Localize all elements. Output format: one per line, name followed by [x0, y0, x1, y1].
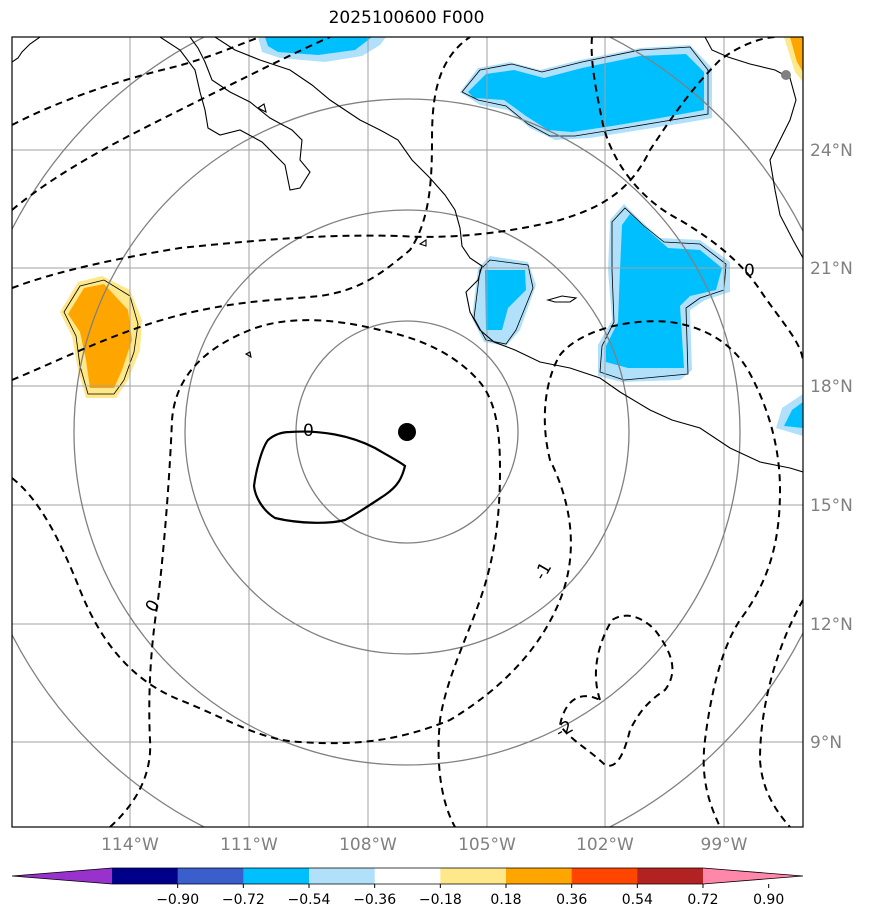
contour-line [109, 319, 502, 827]
colorbar-label: −0.54 [288, 892, 331, 908]
map-frame [11, 36, 804, 828]
colorbar-label: 0.90 [753, 892, 784, 908]
colorbar-segment [243, 868, 310, 884]
lon-label: 108°W [339, 835, 397, 855]
island-2 [418, 238, 427, 247]
contour-line [12, 320, 782, 827]
lon-labels: 114°W 111°W 108°W 105°W 102°W 99°W [101, 835, 748, 855]
station-marker [781, 70, 791, 80]
shade-orange [68, 284, 132, 388]
lat-label: 24°N [810, 141, 853, 161]
contour-line [12, 37, 331, 211]
range-rings [12, 37, 803, 827]
shaded-field [60, 37, 803, 436]
colorbar-segment [177, 868, 244, 884]
lon-label: 99°W [701, 835, 748, 855]
shade-outline [63, 46, 727, 395]
colorbar-label: −0.90 [156, 892, 199, 908]
island-3 [244, 351, 252, 359]
contour-line [558, 614, 674, 767]
contour-line [758, 599, 803, 827]
shade-cyan [784, 402, 803, 428]
storm-center-marker [398, 423, 416, 441]
coastline-baja-west [12, 37, 41, 63]
shade-cyan [265, 37, 372, 55]
contour-label: 0 [303, 421, 314, 441]
contour-line [12, 37, 261, 126]
range-ring-2 [184, 209, 630, 655]
lat-label: 12°N [810, 615, 853, 635]
shade-orange [790, 37, 803, 72]
lat-label: 21°N [810, 259, 853, 279]
colorbar-extend-high [703, 868, 803, 884]
colorbar-extend-low [12, 868, 112, 884]
coastline-baja-east [159, 37, 311, 191]
contour-zero-solid [252, 430, 407, 524]
colorbar-label: −0.18 [419, 892, 462, 908]
colorbar-label: 0.72 [687, 892, 718, 908]
plot-title: 2025100600 F000 [328, 8, 485, 28]
shade-cyan [485, 270, 526, 330]
gridlines [12, 37, 803, 827]
lat-label: 18°N [810, 377, 853, 397]
colorbar-segment [309, 868, 376, 884]
island-1 [545, 295, 578, 303]
island-4 [256, 103, 267, 114]
colorbar-label: 0.18 [490, 892, 521, 908]
colorbar-segment [571, 868, 638, 884]
colorbar-segment [506, 868, 573, 884]
colorbar-label: 0.36 [556, 892, 587, 908]
lat-labels: 24°N 21°N 18°N 15°N 12°N 9°N [810, 141, 853, 753]
coastline-gulf-east [704, 37, 803, 259]
colorbar-label: 0.54 [622, 892, 653, 908]
lon-label: 102°W [576, 835, 634, 855]
range-ring-4 [12, 37, 803, 827]
colorbar-segment [112, 868, 179, 884]
lon-label: 105°W [458, 835, 516, 855]
colorbar-segment [440, 868, 507, 884]
colorbar-label: −0.72 [222, 892, 265, 908]
coastline-mainland [214, 37, 803, 473]
contour-label: 0 [142, 596, 165, 615]
colorbar-outline [11, 867, 804, 885]
contour-line [12, 37, 471, 381]
lon-label: 111°W [220, 835, 278, 855]
lat-label: 9°N [810, 733, 842, 753]
colorbar-segment [374, 868, 441, 884]
range-ring-3 [73, 98, 741, 766]
colorbar: −0.90 −0.72 −0.54 −0.36 −0.18 0.18 0.36 0.54 0.7… [11, 867, 804, 908]
shade-cyan [606, 214, 722, 368]
contour-label: 0 [744, 261, 755, 281]
lat-label: 15°N [810, 496, 853, 516]
contour-line [590, 37, 803, 361]
lon-label: 114°W [101, 835, 159, 855]
contour-label: -1 [530, 559, 556, 584]
dashed-contours [12, 37, 803, 827]
shade-cyan [468, 54, 704, 132]
colorbar-label: −0.36 [353, 892, 396, 908]
contour-line [12, 37, 776, 289]
colorbar-segment [637, 868, 704, 884]
